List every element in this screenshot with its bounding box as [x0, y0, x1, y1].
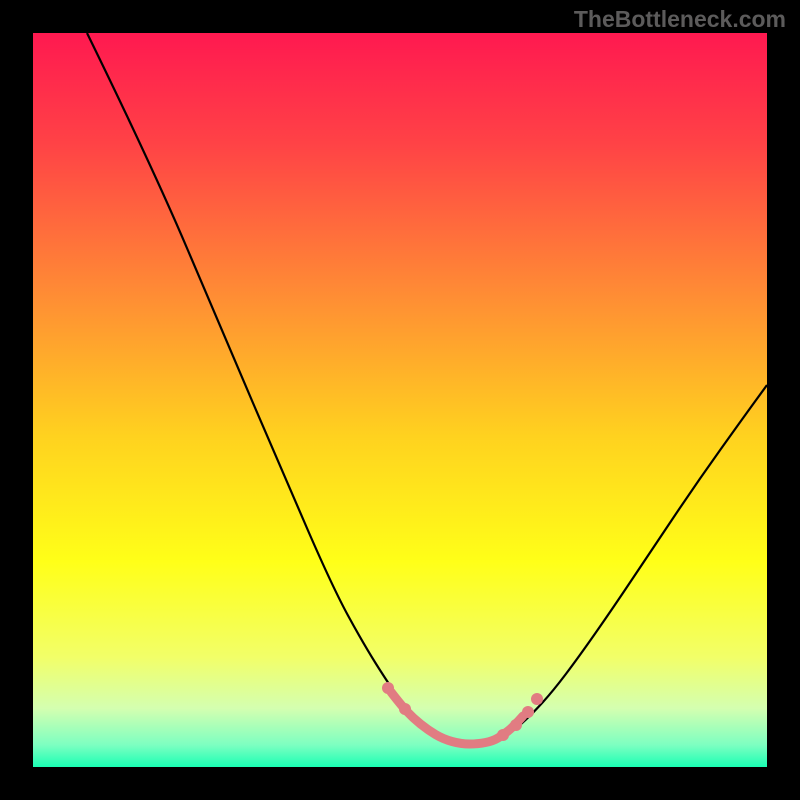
watermark-text: TheBottleneck.com — [574, 6, 786, 33]
plot-area — [33, 33, 767, 767]
chart-canvas: TheBottleneck.com — [0, 0, 800, 800]
gradient-background — [33, 33, 767, 767]
